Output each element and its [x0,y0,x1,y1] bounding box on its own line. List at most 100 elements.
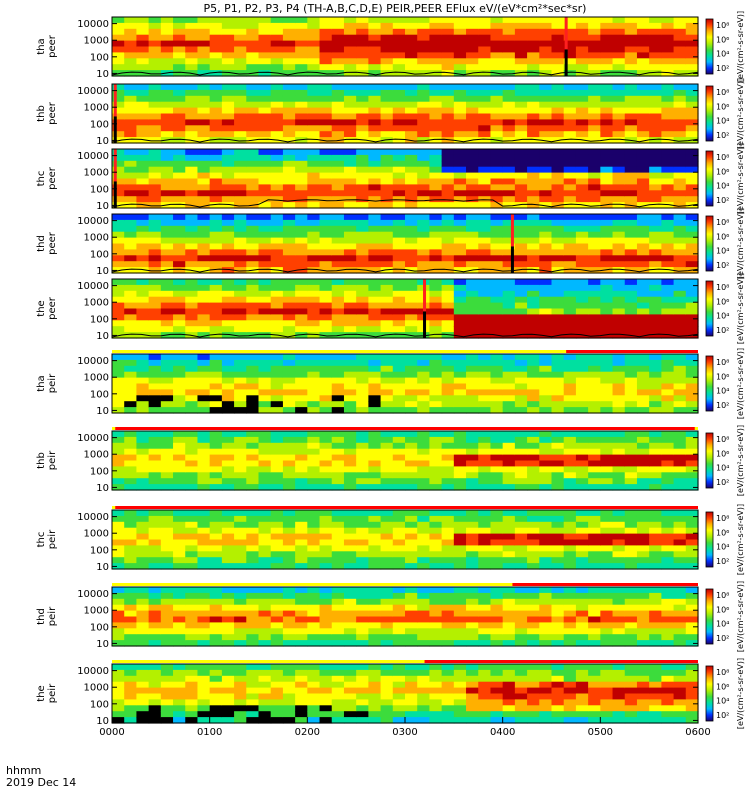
heatmap-cell [478,89,492,97]
heatmap-cell [612,401,626,408]
heatmap-cell [124,681,138,689]
heatmap-cell [343,383,357,390]
heatmap-cell [112,17,125,24]
heatmap-cell [466,119,479,126]
heatmap-cell [343,407,357,414]
heatmap-cell [124,592,138,600]
heatmap-cell [514,296,528,304]
heatmap-cell [490,89,504,97]
heatmap-cell [258,557,272,564]
heatmap-cell [392,371,406,379]
heatmap-cell [136,395,150,402]
heatmap-cell [649,166,662,174]
heatmap-cell [160,107,174,115]
heatmap-cell [307,628,321,635]
heatmap-cell [685,466,699,473]
heatmap-cell [636,371,650,379]
heatmap-cell [356,225,369,233]
heatmap-cell [112,237,125,245]
heatmap-cell [636,478,650,485]
heatmap-cell [539,64,553,71]
heatmap-cell [124,371,138,379]
heatmap-cell [356,395,369,402]
heatmap-cell [209,113,223,120]
heatmap-cell [441,681,455,689]
heatmap-cell [612,604,626,612]
heatmap-cell [380,255,394,262]
heatmap-cell [392,395,406,402]
heatmap-cell [356,178,369,185]
heatmap-cell [319,320,333,327]
heatmap-cell [600,64,614,71]
heatmap-cell [331,454,345,462]
heatmap-cell [527,681,540,689]
heatmap-cell [197,521,211,529]
heatmap-cell [624,46,638,53]
heatmap-cell [478,533,492,541]
heatmap-cell [319,478,333,485]
heatmap-cell [429,131,443,138]
heatmap-cell [282,249,296,256]
heatmap-cell [600,279,614,286]
heatmap-cell [173,510,186,517]
heatmap-cell [136,592,150,600]
heatmap-cell [343,454,357,462]
heatmap-cell [307,46,321,53]
heatmap-cell [527,699,540,706]
heatmap-cell [636,717,650,724]
heatmap-cell [661,17,675,24]
heatmap-cell [380,166,394,174]
heatmap-cell [588,711,601,718]
heatmap-cell [392,231,406,239]
heatmap-cell [112,431,125,438]
heatmap-cell [527,160,540,168]
heatmap-cell [392,178,406,185]
y-tick-label: 1000 [84,606,109,617]
heatmap-cell [453,705,467,712]
heatmap-cell [343,131,357,138]
heatmap-cell [490,563,504,570]
heatmap-cell [490,225,504,233]
heatmap-cell [685,95,699,103]
heatmap-cell [588,551,601,558]
heatmap-cell [514,284,528,292]
heatmap-cell [405,237,418,245]
heatmap-cell [502,472,516,479]
heatmap-cell [234,52,247,59]
heatmap-cell [282,46,296,53]
heatmap-cell [612,172,626,180]
heatmap-cell [197,484,211,491]
heatmap-cell [514,119,528,126]
heatmap-cell [356,527,369,535]
y-tick-label: 10000 [77,281,109,292]
heatmap-cell [466,354,479,361]
heatmap-cell [685,184,699,191]
heatmap-cell [160,160,174,168]
heatmap-cell [636,359,650,367]
heatmap-cell [405,219,418,227]
heatmap-cell [197,551,211,558]
heatmap-cell [246,699,260,706]
heatmap-cell [649,219,662,227]
heatmap-cell [307,598,321,606]
heatmap-cell [649,40,662,48]
heatmap-cell [197,699,211,706]
heatmap-cell [343,202,357,209]
heatmap-cell [380,34,394,42]
heatmap-cell [258,119,272,126]
heatmap-cell [453,383,467,390]
heatmap-cell [295,219,308,227]
heatmap-cell [197,231,211,239]
heatmap-cell [502,510,516,517]
heatmap-cell [600,219,614,227]
heatmap-cell [282,28,296,36]
heatmap-cell [368,314,382,321]
heatmap-cell [588,107,601,115]
heatmap-cell [588,249,601,256]
heatmap-cell [234,219,247,227]
heatmap-cell [551,472,565,479]
heatmap-cell [331,359,345,367]
heatmap-cell [343,267,357,274]
heatmap-cell [661,383,675,390]
